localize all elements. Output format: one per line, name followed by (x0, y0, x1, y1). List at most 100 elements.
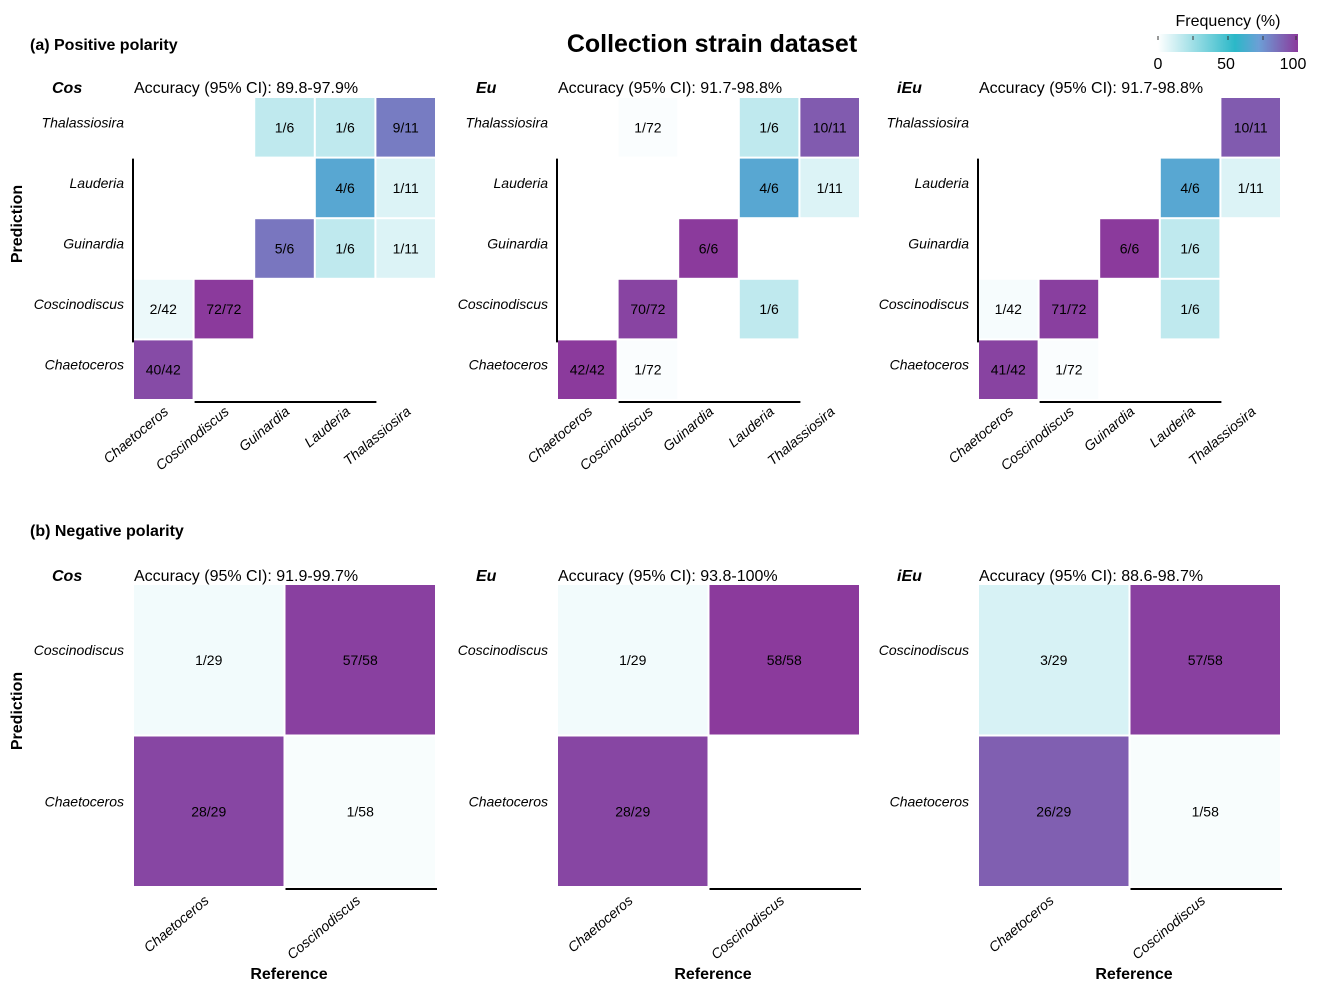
prediction-class-label: Guinardia (908, 236, 969, 252)
heatmap-cell (376, 158, 435, 218)
prediction-class-label: Guinardia (63, 236, 124, 252)
heatmap-cell (376, 219, 435, 278)
accuracy-label: Accuracy (95% CI): 88.6-98.7% (979, 568, 1203, 585)
prediction-class-label: Chaetoceros (890, 793, 969, 809)
heatmap-cell (376, 98, 435, 157)
heatmap-cell (1221, 98, 1280, 157)
heatmap-cell (1039, 279, 1099, 339)
heatmap-cell (1160, 219, 1220, 278)
reference-class-label: Chaetoceros (986, 892, 1057, 955)
heatmap-cell (315, 98, 375, 157)
prediction-class-label: Chaetoceros (469, 357, 548, 373)
confusion-matrices: Cos Accuracy (95% CI): 89.8-97.9% 1/6 1/6 9/… (34, 80, 1282, 962)
cell-label: 42/42 (570, 362, 605, 378)
reference-class-label: Chaetoceros (565, 892, 636, 955)
prediction-class-label: Guinardia (487, 236, 548, 252)
heatmap-cell (134, 736, 284, 886)
cell-label: 3/29 (1040, 652, 1067, 668)
matrix-eu-negative: Eu Accuracy (95% CI): 93.8-100% 1/29 58/58 2… (458, 568, 861, 962)
legend-tick-label-100: 100 (1280, 56, 1307, 73)
heatmap-cell (1130, 736, 1280, 886)
reference-class-label: Coscinodiscus (284, 892, 363, 962)
heatmap-cell (1160, 279, 1220, 339)
cell-label: 1/6 (335, 241, 355, 257)
heatmap-cell (618, 279, 678, 339)
cell-label: 1/6 (1180, 301, 1200, 317)
heatmap-cell (134, 340, 193, 399)
panel-a-label: (a) Positive polarity (30, 37, 178, 54)
y-axis-title-negative: Prediction (9, 672, 26, 750)
heatmap-cell (558, 585, 708, 735)
model-name: Cos (52, 568, 82, 585)
accuracy-label: Accuracy (95% CI): 91.7-98.8% (558, 80, 782, 97)
cell-label: 1/11 (393, 241, 419, 257)
prediction-class-label: Lauderia (494, 175, 549, 191)
prediction-class-label: Thalassiosira (42, 114, 125, 130)
reference-class-label: Guinardia (236, 403, 293, 454)
cell-label: 1/29 (619, 652, 646, 668)
heatmap-cell (979, 585, 1129, 735)
cell-label: 1/58 (347, 803, 374, 819)
x-axis-title-eu: Reference (674, 966, 751, 983)
matrix-eu-positive: Eu Accuracy (95% CI): 91.7-98.8% 1/72 1/6 10… (458, 80, 859, 473)
heatmap-cell (285, 736, 435, 886)
reference-class-label: Thalassiosira (1185, 403, 1259, 468)
cell-label: 1/11 (393, 180, 419, 196)
cell-label: 2/42 (150, 301, 177, 317)
reference-class-label: Lauderia (725, 403, 777, 450)
cell-label: 71/72 (1051, 301, 1086, 317)
model-name: Eu (476, 80, 497, 97)
prediction-class-label: Lauderia (915, 175, 970, 191)
prediction-class-label: Coscinodiscus (34, 642, 124, 658)
heatmap-cell (979, 736, 1129, 886)
cell-label: 72/72 (206, 301, 241, 317)
x-axis-title-ieu: Reference (1095, 966, 1172, 983)
heatmap-cell (800, 98, 859, 157)
legend-tick-label-50: 50 (1217, 56, 1235, 73)
model-name: Eu (476, 568, 497, 585)
reference-class-label: Chaetoceros (141, 892, 212, 955)
model-name: iEu (897, 568, 922, 585)
reference-class-label: Coscinodiscus (708, 892, 787, 962)
cell-label: 1/6 (1180, 241, 1200, 257)
heatmap-cell (558, 736, 708, 886)
cell-label: 1/6 (335, 119, 355, 135)
heatmap-cell (979, 279, 1038, 339)
matrix-ieu-positive: iEu Accuracy (95% CI): 91.7-98.8% 10/11 4/6… (879, 80, 1280, 473)
cell-label: 1/58 (1192, 803, 1219, 819)
accuracy-label: Accuracy (95% CI): 91.9-99.7% (134, 568, 358, 585)
prediction-class-label: Chaetoceros (469, 793, 548, 809)
reference-class-label: Guinardia (660, 403, 717, 454)
cell-label: 41/42 (991, 362, 1026, 378)
cell-label: 1/42 (995, 301, 1022, 317)
reference-class-label: Lauderia (1146, 403, 1198, 450)
heatmap-cell (1100, 219, 1159, 278)
heatmap-cell (739, 158, 799, 218)
y-axis-title-positive: Prediction (9, 185, 26, 263)
model-name: Cos (52, 80, 82, 97)
heatmap-cell (134, 585, 284, 735)
cell-label: 9/11 (393, 119, 419, 135)
reference-class-label: Coscinodiscus (1129, 892, 1208, 962)
prediction-class-label: Coscinodiscus (879, 642, 969, 658)
panel-b-label: (b) Negative polarity (30, 523, 184, 540)
cell-label: 28/29 (615, 803, 650, 819)
cell-label: 5/6 (275, 241, 295, 257)
heatmap-cell (134, 279, 193, 339)
legend-tick-label-0: 0 (1154, 56, 1163, 73)
heatmap-cell (1130, 585, 1280, 735)
heatmap-cell (1221, 158, 1280, 218)
cell-label: 70/72 (630, 301, 665, 317)
heatmap-cell (194, 279, 254, 339)
accuracy-label: Accuracy (95% CI): 91.7-98.8% (979, 80, 1203, 97)
prediction-class-label: Coscinodiscus (34, 296, 124, 312)
cell-label: 1/29 (195, 652, 222, 668)
prediction-class-label: Thalassiosira (466, 114, 549, 130)
heatmap-cell (1039, 340, 1099, 399)
heatmap-cell (800, 158, 859, 218)
prediction-class-label: Lauderia (70, 175, 125, 191)
legend-title: Frequency (%) (1176, 13, 1281, 30)
frequency-legend: Frequency (%) 0 50 100 (1154, 13, 1307, 73)
figure-title: Collection strain dataset (567, 30, 858, 58)
heatmap-cell (679, 219, 738, 278)
